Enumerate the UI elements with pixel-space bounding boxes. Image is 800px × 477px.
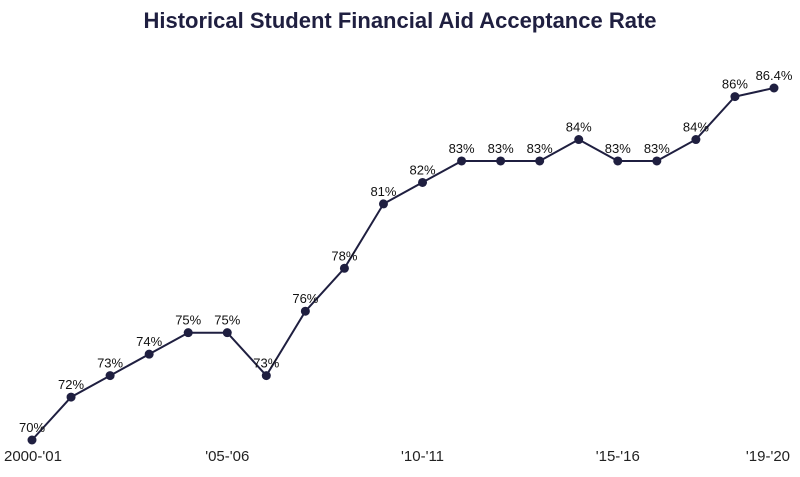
data-label: 78% [331,248,357,263]
data-label: 83% [644,141,670,156]
data-label: 72% [58,377,84,392]
data-label: 73% [253,356,279,371]
data-point [66,392,76,402]
data-label: 74% [136,334,162,349]
data-label: 84% [683,120,709,135]
data-label: 75% [175,313,201,328]
data-label: 70% [19,420,45,435]
data-label: 82% [410,162,436,177]
data-point [183,328,193,338]
series-line [31,87,775,441]
x-tick-label: '19-'20 [746,448,790,465]
data-point [769,83,779,93]
data-label: 86.4% [756,68,793,83]
x-tick-label: '05-'06 [205,448,249,465]
data-label: 76% [292,291,318,306]
data-point [652,156,662,166]
data-point [496,156,506,166]
data-point [261,371,271,381]
data-point [535,156,545,166]
x-tick-label: '15-'16 [596,448,640,465]
data-point [105,371,115,381]
data-point [27,435,37,445]
data-point [300,306,310,316]
data-label: 86% [722,77,748,92]
data-point [730,92,740,102]
x-tick-label: 2000-'01 [4,448,62,465]
data-label: 84% [566,120,592,135]
data-label: 83% [488,141,514,156]
data-point [222,328,232,338]
data-label: 75% [214,313,240,328]
data-point [418,177,428,187]
data-label: 83% [605,141,631,156]
data-point [144,349,154,359]
data-point [339,263,349,273]
chart-title: Historical Student Financial Aid Accepta… [143,8,657,33]
data-point [457,156,467,166]
x-tick-label: '10-'11 [401,448,444,465]
data-point [691,135,701,145]
data-label: 81% [370,184,396,199]
data-label: 83% [449,141,475,156]
data-label: 73% [97,356,123,371]
data-point [574,135,584,145]
data-label: 83% [527,141,553,156]
data-point [378,199,388,209]
data-point [613,156,623,166]
